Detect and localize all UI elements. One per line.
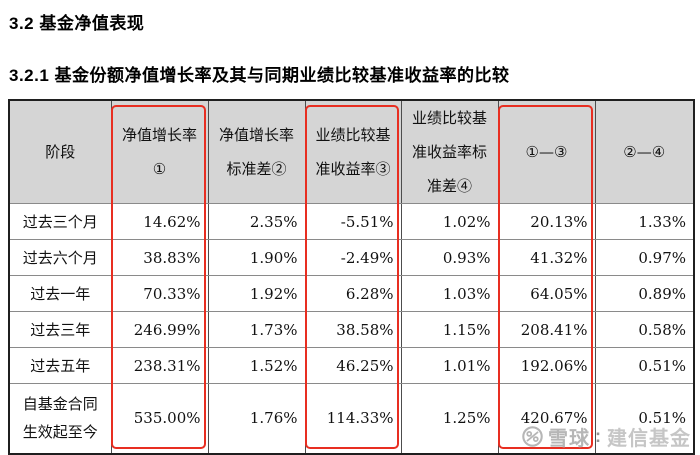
period-label: 过去三个月	[8, 203, 112, 240]
period-label: 过去三年	[8, 311, 112, 348]
diff-2-4-value: 1.33%	[594, 203, 695, 240]
header-nav-growth-std: 净值增长率 标准差②	[207, 99, 306, 204]
benchmark-return-value: 38.58%	[304, 311, 402, 348]
diff-2-4-value: 0.97%	[594, 239, 695, 276]
benchmark-return-value: -2.49%	[304, 239, 402, 276]
benchmark-return-std-value: 1.01%	[400, 347, 499, 384]
watermark-site: 雪球	[548, 428, 590, 450]
period-label: 过去一年	[8, 275, 112, 312]
nav-growth-std-value: 1.73%	[207, 311, 306, 348]
nav-growth-value: 14.62%	[110, 203, 209, 240]
diff-1-3-value: 20.13%	[497, 203, 596, 240]
diff-1-3-value: 41.32%	[497, 239, 596, 276]
benchmark-return-std-value: 1.25%	[400, 383, 499, 454]
benchmark-return-std-value: 1.15%	[400, 311, 499, 348]
benchmark-return-std-value: 1.03%	[400, 275, 499, 312]
benchmark-return-value: 6.28%	[304, 275, 402, 312]
nav-growth-std-value: 2.35%	[207, 203, 306, 240]
diff-1-3-value: 420.67%	[497, 383, 596, 454]
section-title: 3.2 基金净值表现	[9, 14, 145, 33]
watermark-account: 建信基金	[607, 428, 691, 450]
table-row-past-6-months: 过去六个月 38.83% 1.90% -2.49% 0.93% 41.32% 0…	[8, 239, 695, 276]
benchmark-return-value: 114.33%	[304, 383, 402, 454]
nav-growth-value: 70.33%	[110, 275, 209, 312]
subsection-title: 3.2.1 基金份额净值增长率及其与同期业绩比较基准收益率的比较	[9, 66, 510, 85]
header-diff-1-3: ①—③	[497, 99, 596, 204]
nav-growth-std-value: 1.52%	[207, 347, 306, 384]
period-label: 过去六个月	[8, 239, 112, 276]
performance-table-container: 阶段 净值增长率 ① 净值增长率 标准差② 业绩比较基 准收益率③ 业绩比较基 …	[8, 99, 695, 455]
table-row-past-5-years: 过去五年 238.31% 1.52% 46.25% 1.01% 192.06% …	[8, 347, 695, 384]
header-nav-growth: 净值增长率 ①	[110, 99, 209, 204]
nav-growth-std-value: 1.90%	[207, 239, 306, 276]
watermark-separator: :	[595, 426, 602, 446]
nav-growth-std-value: 1.76%	[207, 383, 306, 454]
nav-growth-value: 246.99%	[110, 311, 209, 348]
table-row-since-inception: 自基金合同 生效起至今 535.00% 1.76% 114.33% 1.25% …	[8, 383, 695, 454]
benchmark-return-std-value: 0.93%	[400, 239, 499, 276]
nav-growth-value: 238.31%	[110, 347, 209, 384]
diff-1-3-value: 192.06%	[497, 347, 596, 384]
benchmark-return-value: 46.25%	[304, 347, 402, 384]
diff-2-4-value: 0.51%	[594, 347, 695, 384]
table-row-past-3-months: 过去三个月 14.62% 2.35% -5.51% 1.02% 20.13% 1…	[8, 203, 695, 240]
performance-table: 阶段 净值增长率 ① 净值增长率 标准差② 业绩比较基 准收益率③ 业绩比较基 …	[8, 99, 695, 455]
watermark: 雪球: 建信基金	[521, 422, 691, 451]
diff-1-3-value: 208.41%	[497, 311, 596, 348]
diff-2-4-value: 0.58%	[594, 311, 695, 348]
benchmark-return-value: -5.51%	[304, 203, 402, 240]
nav-growth-value: 38.83%	[110, 239, 209, 276]
period-label: 过去五年	[8, 347, 112, 384]
nav-growth-value: 535.00%	[110, 383, 209, 454]
benchmark-return-std-value: 1.02%	[400, 203, 499, 240]
header-benchmark-return-std: 业绩比较基 准收益率标 准差④	[400, 99, 499, 204]
header-period: 阶段	[8, 99, 112, 204]
nav-growth-std-value: 1.92%	[207, 275, 306, 312]
header-row: 阶段 净值增长率 ① 净值增长率 标准差② 业绩比较基 准收益率③ 业绩比较基 …	[8, 99, 695, 204]
xueqiu-logo-icon	[522, 426, 543, 447]
diff-2-4-value: 0.51%	[594, 383, 695, 454]
table-row-past-1-year: 过去一年 70.33% 1.92% 6.28% 1.03% 64.05% 0.8…	[8, 275, 695, 312]
header-benchmark-return: 业绩比较基 准收益率③	[304, 99, 402, 204]
diff-1-3-value: 64.05%	[497, 275, 596, 312]
period-label: 自基金合同 生效起至今	[8, 383, 112, 454]
table-row-past-3-years: 过去三年 246.99% 1.73% 38.58% 1.15% 208.41% …	[8, 311, 695, 348]
header-diff-2-4: ②—④	[594, 99, 695, 204]
diff-2-4-value: 0.89%	[594, 275, 695, 312]
